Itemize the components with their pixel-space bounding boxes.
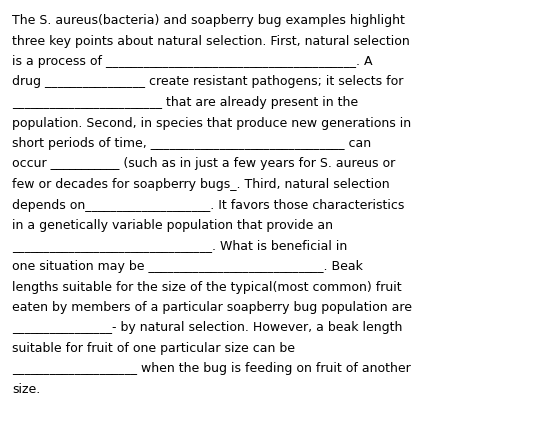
Text: size.: size. (12, 382, 40, 395)
Text: suitable for fruit of one particular size can be: suitable for fruit of one particular siz… (12, 341, 295, 354)
Text: depends on____________________. It favors those characteristics: depends on____________________. It favor… (12, 198, 405, 211)
Text: ________________________________. What is beneficial in: ________________________________. What i… (12, 239, 347, 252)
Text: few or decades for soapberry bugs_. Third, natural selection: few or decades for soapberry bugs_. Thir… (12, 177, 389, 191)
Text: in a genetically variable population that provide an: in a genetically variable population tha… (12, 219, 333, 231)
Text: eaten by members of a particular soapberry bug population are: eaten by members of a particular soapber… (12, 300, 412, 313)
Text: The S. aureus(bacteria) and soapberry bug examples highlight: The S. aureus(bacteria) and soapberry bu… (12, 14, 405, 27)
Text: one situation may be ____________________________. Beak: one situation may be ___________________… (12, 259, 363, 272)
Text: three key points about natural selection. First, natural selection: three key points about natural selection… (12, 35, 410, 47)
Text: is a process of ________________________________________. A: is a process of ________________________… (12, 55, 373, 68)
Text: ________________- by natural selection. However, a beak length: ________________- by natural selection. … (12, 321, 402, 334)
Text: short periods of time, _______________________________ can: short periods of time, _________________… (12, 137, 371, 150)
Text: ________________________ that are already present in the: ________________________ that are alread… (12, 96, 358, 109)
Text: occur ___________ (such as in just a few years for S. aureus or: occur ___________ (such as in just a few… (12, 157, 395, 170)
Text: ____________________ when the bug is feeding on fruit of another: ____________________ when the bug is fee… (12, 362, 411, 374)
Text: drug ________________ create resistant pathogens; it selects for: drug ________________ create resistant p… (12, 75, 403, 88)
Text: population. Second, in species that produce new generations in: population. Second, in species that prod… (12, 116, 411, 129)
Text: lengths suitable for the size of the typical(most common) fruit: lengths suitable for the size of the typ… (12, 280, 402, 293)
